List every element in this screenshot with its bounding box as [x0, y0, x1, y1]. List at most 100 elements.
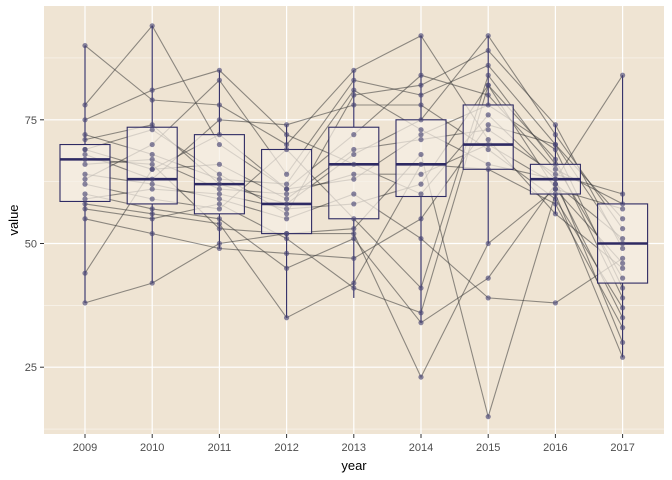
data-point: [552, 181, 559, 187]
data-point: [485, 102, 491, 108]
data-point: [351, 201, 357, 207]
data-point: [216, 216, 222, 222]
data-point: [149, 196, 155, 202]
data-point: [149, 127, 155, 133]
data-point: [485, 122, 491, 128]
data-point: [216, 181, 222, 187]
data-point: [149, 186, 155, 192]
data-point: [149, 280, 155, 286]
data-point: [552, 161, 559, 167]
data-point: [351, 226, 357, 232]
data-point: [485, 141, 491, 148]
x-tick-label: 2016: [543, 442, 567, 454]
data-point: [485, 136, 491, 143]
data-point: [620, 226, 626, 232]
data-point: [82, 201, 88, 207]
data-point: [216, 221, 222, 227]
x-tick-label: 2009: [73, 442, 97, 454]
data-point: [149, 97, 155, 103]
data-point: [82, 156, 88, 162]
data-point: [552, 141, 559, 148]
data-point: [351, 191, 357, 197]
data-point: [620, 325, 626, 331]
data-point: [620, 216, 626, 222]
data-point: [620, 201, 626, 207]
data-point: [82, 102, 88, 108]
data-point: [418, 216, 424, 222]
data-point: [351, 255, 357, 261]
data-point: [620, 295, 626, 301]
data-point: [351, 176, 357, 182]
data-point: [351, 235, 357, 242]
data-point: [351, 77, 357, 83]
data-point: [351, 231, 357, 237]
data-point: [351, 161, 357, 167]
data-point: [485, 47, 491, 54]
y-tick-label: 75: [25, 115, 37, 127]
data-point: [485, 92, 491, 98]
data-point: [216, 67, 222, 73]
data-point: [620, 72, 626, 78]
data-point: [418, 127, 424, 133]
data-point: [485, 166, 491, 172]
data-point: [149, 161, 155, 167]
data-point: [216, 141, 222, 148]
data-point: [552, 196, 559, 202]
data-point: [418, 82, 424, 88]
data-point: [284, 216, 290, 222]
x-tick-label: 2011: [208, 442, 232, 454]
data-point: [216, 245, 222, 252]
x-tick-label: 2014: [409, 442, 433, 454]
data-point: [82, 151, 88, 158]
data-point: [216, 206, 222, 212]
data-point: [149, 151, 155, 158]
data-point: [620, 191, 626, 197]
data-point: [418, 181, 424, 187]
data-point: [418, 102, 424, 108]
data-point: [351, 87, 357, 93]
data-point: [82, 216, 88, 222]
data-point: [485, 127, 491, 133]
data-point: [82, 196, 88, 202]
data-point: [485, 146, 491, 153]
data-point: [351, 171, 357, 177]
data-point: [284, 191, 290, 197]
x-tick-label: 2010: [140, 442, 164, 454]
data-point: [284, 181, 290, 187]
data-point: [620, 315, 626, 321]
data-point: [418, 191, 424, 197]
data-point: [351, 216, 357, 222]
data-point: [485, 275, 491, 281]
data-point: [485, 240, 491, 247]
data-point: [620, 265, 626, 271]
data-point: [82, 42, 88, 49]
x-axis-title: year: [341, 458, 367, 473]
data-point: [552, 176, 559, 182]
y-tick-label: 50: [25, 239, 37, 251]
data-point: [82, 176, 88, 182]
data-point: [216, 102, 222, 108]
x-tick-label: 2012: [274, 442, 298, 454]
data-point: [351, 285, 357, 291]
data-point: [284, 201, 290, 207]
data-point: [418, 235, 424, 242]
data-point: [418, 92, 424, 98]
data-point: [351, 280, 357, 286]
data-point: [82, 206, 88, 212]
data-point: [216, 176, 222, 182]
data-point: [552, 186, 559, 192]
data-point: [82, 171, 88, 177]
data-point: [149, 156, 155, 162]
points: [82, 23, 626, 420]
data-point: [216, 196, 222, 202]
data-point: [620, 235, 626, 242]
data-point: [418, 310, 424, 316]
data-point: [552, 132, 559, 138]
data-point: [149, 181, 155, 187]
data-point: [620, 305, 626, 311]
data-point: [82, 181, 88, 187]
data-point: [284, 141, 290, 148]
data-point: [418, 374, 424, 380]
data-point: [351, 151, 357, 158]
data-point: [552, 166, 559, 172]
